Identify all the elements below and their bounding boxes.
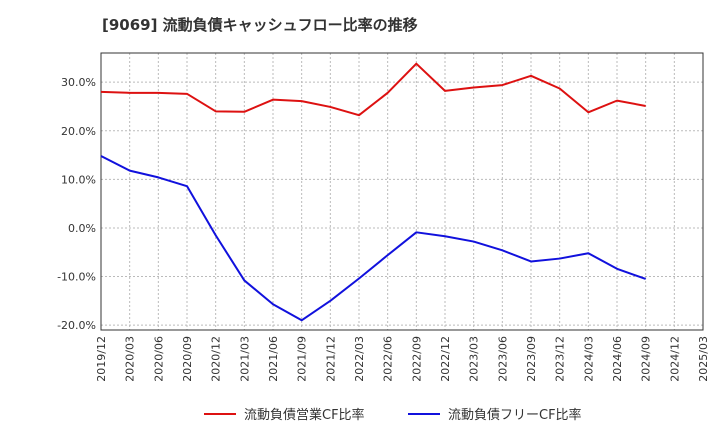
series-lines [100, 62, 647, 322]
x-tick-label: 2022/06 [382, 336, 395, 382]
x-tick-label: 2022/03 [353, 336, 366, 382]
series-line-1 [100, 62, 646, 117]
x-tick-label: 2024/12 [668, 336, 681, 382]
x-tick-label: 2023/03 [468, 336, 481, 382]
x-tick-labels: 2019/12 2020/03 2020/06 2020/09 2020/12 2021/… [95, 336, 710, 382]
plot-frame [100, 52, 704, 331]
grid-lines [101, 53, 703, 330]
x-tick-label: 2022/12 [439, 336, 452, 382]
legend-label-2: 流動負債フリーCF比率 [448, 407, 582, 423]
y-tick-label: 30.0% [61, 76, 96, 89]
y-tick-label: -10.0% [57, 271, 96, 284]
x-tick-label: 2022/09 [410, 336, 423, 382]
y-tick-labels: 30.0% 20.0% 10.0% 0.0% -10.0% -20.0% [57, 76, 96, 332]
x-tick-label: 2020/12 [210, 336, 223, 382]
x-tick-label: 2023/06 [496, 336, 509, 382]
legend: 流動負債営業CF比率 流動負債フリーCF比率 [204, 407, 582, 423]
x-tick-label: 2024/03 [582, 336, 595, 382]
x-tick-label: 2020/03 [124, 336, 137, 382]
x-tick-label: 2021/09 [296, 336, 309, 382]
x-tick-label: 2023/09 [525, 336, 538, 382]
x-tick-label: 2019/12 [95, 336, 108, 382]
legend-label-1: 流動負債営業CF比率 [244, 407, 365, 423]
x-tick-label: 2024/09 [640, 336, 653, 382]
y-tick-label: 10.0% [61, 173, 96, 186]
x-tick-label: 2020/06 [152, 336, 165, 382]
series-line-2 [100, 155, 647, 322]
y-tick-label: -20.0% [57, 319, 96, 332]
x-tick-label: 2020/09 [181, 336, 194, 382]
x-tick-label: 2021/12 [324, 336, 337, 382]
chart-title: [9069] 流動負債キャッシュフロー比率の推移 [102, 16, 418, 34]
x-tick-label: 2021/03 [238, 336, 251, 382]
x-tick-label: 2023/12 [554, 336, 567, 382]
x-tick-label: 2025/03 [697, 336, 710, 382]
x-tick-label: 2021/06 [267, 336, 280, 382]
y-tick-label: 0.0% [68, 222, 96, 235]
x-tick-label: 2024/06 [611, 336, 624, 382]
y-tick-label: 20.0% [61, 125, 96, 138]
